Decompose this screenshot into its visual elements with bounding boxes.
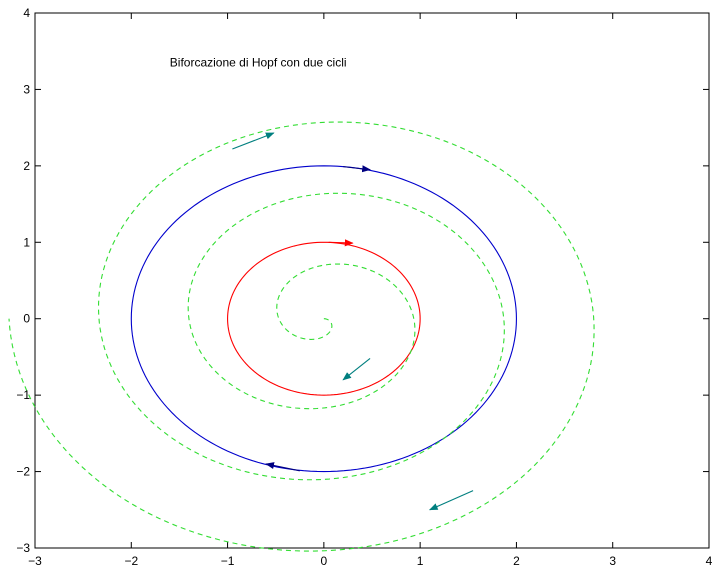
x-tick-label: 2 [513,554,520,568]
x-tick-label: −3 [28,554,42,568]
x-tick-label: 0 [321,554,328,568]
x-tick-label: 3 [609,554,616,568]
y-tick-label: 3 [23,82,30,96]
direction-arrow [428,490,474,511]
spiral-trajectory-line [8,121,595,552]
y-tick-label: 1 [23,235,30,249]
y-tick-label: 4 [23,6,30,20]
inner-limit-cycle-line [227,241,421,396]
x-tick-label: 4 [706,554,713,568]
outer-limit-cycle-line [130,165,517,473]
plot-area-frame [34,12,710,549]
chart-annotation: Biforcazione di Hopf con due cicli [170,56,347,70]
y-tick-label: −2 [16,465,30,479]
direction-arrow [232,132,275,150]
axis-ticks [34,12,710,549]
direction-arrow [328,239,354,247]
y-tick-label: −3 [16,541,30,555]
axis-tick-labels: −3 −2 −1 0 1 2 3 4 −3 −2 −1 0 1 2 3 4 [16,6,712,568]
chart-series [8,121,595,552]
x-tick-label: 1 [417,554,424,568]
x-tick-label: −2 [124,554,138,568]
y-tick-label: 2 [23,159,30,173]
y-tick-label: −1 [16,388,30,402]
direction-arrows [232,132,474,511]
direction-arrow [265,462,300,472]
direction-arrow [342,358,371,381]
y-tick-label: 0 [23,312,30,326]
direction-arrow [343,165,371,173]
x-tick-label: −1 [221,554,235,568]
